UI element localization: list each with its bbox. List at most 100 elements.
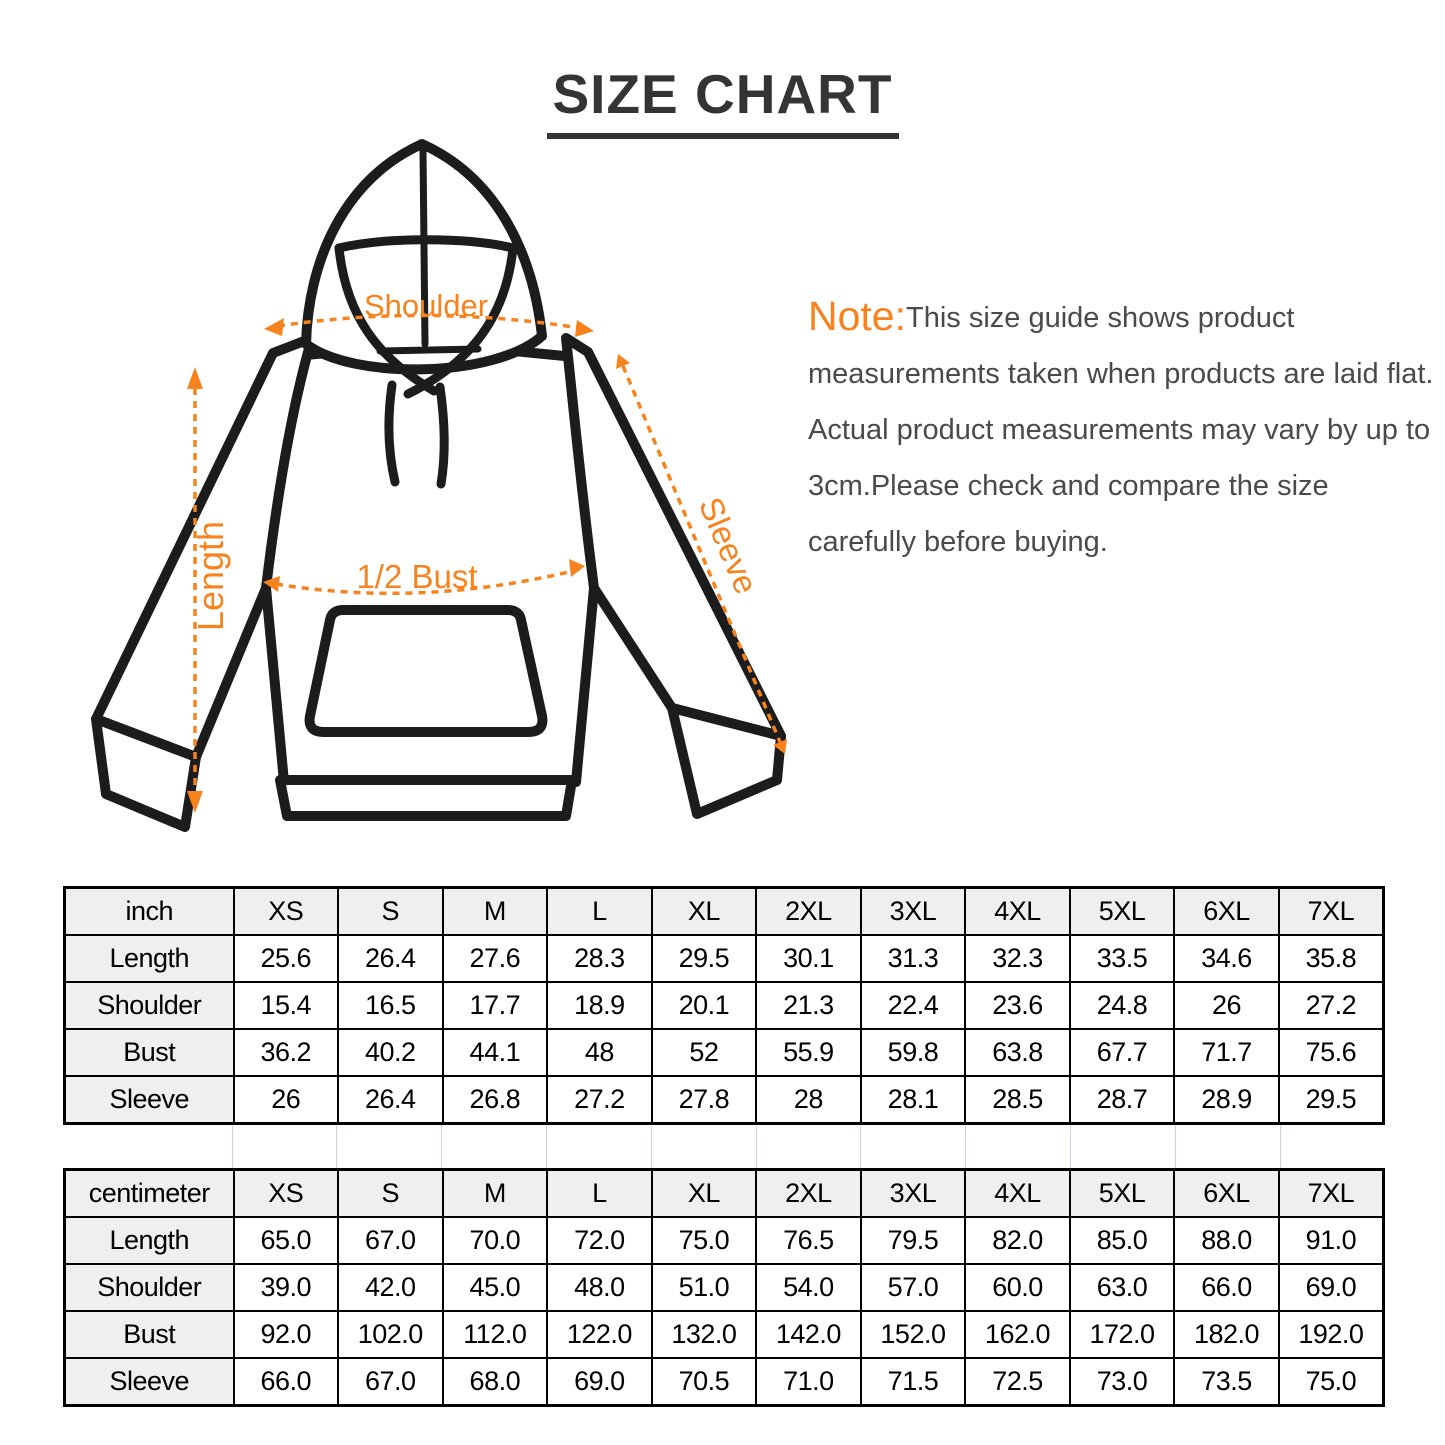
gap-cell — [860, 1125, 967, 1168]
measurement-value-cell: 67.0 — [337, 1357, 444, 1407]
measurement-value-cell: 52 — [650, 1028, 758, 1077]
measurement-value-cell: 91.0 — [1277, 1216, 1385, 1265]
measurement-value-cell: 66.0 — [232, 1357, 340, 1407]
measurement-value-cell: 182.0 — [1173, 1310, 1280, 1359]
hoodie-neckline — [376, 345, 482, 355]
measurement-value-cell: 26.8 — [441, 1075, 549, 1125]
measurement-value-cell: 63.8 — [964, 1028, 1071, 1077]
page-title: SIZE CHART — [546, 62, 899, 139]
measurement-row: Shoulder 15.4 16.5 17.7 18.9 20.1 21.3 22.4 23.6… — [63, 981, 1385, 1030]
measurement-value-cell: 26 — [1173, 981, 1280, 1030]
size-column-header: L — [546, 886, 653, 936]
bust-measure-label: 1/2 Bust — [356, 558, 477, 595]
measurement-row: Shoulder 39.0 42.0 45.0 48.0 51.0 54.0 57.0 60.0… — [63, 1263, 1385, 1312]
size-column-header: XS — [232, 1168, 340, 1218]
measurement-value-cell: 71.0 — [755, 1357, 862, 1407]
measurement-value-cell: 70.0 — [441, 1216, 549, 1265]
measurement-value-cell: 67.7 — [1068, 1028, 1176, 1077]
measurement-value-cell: 21.3 — [755, 981, 862, 1030]
measurement-value-cell: 34.6 — [1173, 934, 1280, 983]
measurement-row: Bust 92.0 102.0 112.0 122.0 132.0 142.0 152.0 16… — [63, 1310, 1385, 1359]
hood-inner-left-edge — [334, 243, 439, 396]
measurement-value-cell: 51.0 — [650, 1263, 758, 1312]
measurement-value-cell: 55.9 — [755, 1028, 862, 1077]
measurement-value-cell: 40.2 — [337, 1028, 444, 1077]
measurement-value-cell: 76.5 — [755, 1216, 862, 1265]
measurement-value-cell: 45.0 — [441, 1263, 549, 1312]
size-column-header: M — [441, 1168, 549, 1218]
size-column-header: 4XL — [964, 1168, 1071, 1218]
measurement-value-cell: 23.6 — [964, 981, 1071, 1030]
size-column-header: 6XL — [1173, 1168, 1280, 1218]
measurement-value-cell: 22.4 — [859, 981, 967, 1030]
unit-label-cell: centimeter — [63, 1168, 235, 1218]
measurement-value-cell: 82.0 — [964, 1216, 1071, 1265]
measurement-value-cell: 63.0 — [1068, 1263, 1176, 1312]
measurement-value-cell: 162.0 — [964, 1310, 1071, 1359]
measurement-value-cell: 25.6 — [232, 934, 340, 983]
bust-arrowhead-right — [569, 559, 585, 577]
measurement-value-cell: 152.0 — [859, 1310, 967, 1359]
size-column-header: XL — [650, 886, 758, 936]
measurement-value-cell: 85.0 — [1068, 1216, 1176, 1265]
measurement-value-cell: 28.5 — [964, 1075, 1071, 1125]
measurement-value-cell: 27.8 — [650, 1075, 758, 1125]
measurement-value-cell: 32.3 — [964, 934, 1071, 983]
measurement-row-label: Shoulder — [63, 981, 235, 1030]
size-column-header: XL — [650, 1168, 758, 1218]
measurement-value-cell: 27.6 — [441, 934, 549, 983]
measurement-row: Bust 36.2 40.2 44.1 48 52 55.9 59.8 63.8 67.7 71.7… — [63, 1028, 1385, 1077]
measurement-value-cell: 15.4 — [232, 981, 340, 1030]
measurement-value-cell: 31.3 — [859, 934, 967, 983]
gap-cell — [1280, 1125, 1385, 1168]
measurement-value-cell: 122.0 — [546, 1310, 653, 1359]
measurement-value-cell: 60.0 — [964, 1263, 1071, 1312]
measurement-value-cell: 44.1 — [441, 1028, 549, 1077]
measurement-value-cell: 42.0 — [337, 1263, 444, 1312]
measurement-value-cell: 142.0 — [755, 1310, 862, 1359]
measurement-value-cell: 28.9 — [1173, 1075, 1280, 1125]
measurement-value-cell: 73.5 — [1173, 1357, 1280, 1407]
size-table-inch: inch XS S M L XL 2XL 3XL 4XL 5XL 6XL 7XL Length 25.6 2… — [63, 886, 1385, 1125]
measurement-row-label: Bust — [63, 1028, 235, 1077]
right-drawstring — [435, 382, 449, 489]
size-column-header: S — [337, 1168, 444, 1218]
left-drawstring — [384, 380, 400, 487]
measurement-value-cell: 24.8 — [1068, 981, 1176, 1030]
measurement-row-label: Sleeve — [63, 1075, 235, 1125]
measurement-row: Length 25.6 26.4 27.6 28.3 29.5 30.1 31.3 32.3 33… — [63, 934, 1385, 983]
gap-cell — [1175, 1125, 1281, 1168]
measurement-value-cell: 26.4 — [337, 1075, 444, 1125]
measurement-value-cell: 75.6 — [1277, 1028, 1385, 1077]
measurement-value-cell: 71.5 — [859, 1357, 967, 1407]
measurement-value-cell: 65.0 — [232, 1216, 340, 1265]
measurement-value-cell: 102.0 — [337, 1310, 444, 1359]
measurement-value-cell: 69.0 — [1277, 1263, 1385, 1312]
measurement-value-cell: 29.5 — [650, 934, 758, 983]
bust-measure-line — [275, 568, 578, 596]
measurement-row-label: Sleeve — [63, 1357, 235, 1407]
measurement-value-cell: 28 — [755, 1075, 862, 1125]
measurement-value-cell: 79.5 — [859, 1216, 967, 1265]
measurement-value-cell: 75.0 — [650, 1216, 758, 1265]
size-column-header: 3XL — [859, 1168, 967, 1218]
measurement-value-cell: 59.8 — [859, 1028, 967, 1077]
gap-cell — [63, 1125, 233, 1168]
measurement-value-cell: 28.7 — [1068, 1075, 1176, 1125]
measurement-value-cell: 132.0 — [650, 1310, 758, 1359]
measurement-value-cell: 33.5 — [1068, 934, 1176, 983]
measurement-value-cell: 39.0 — [232, 1263, 340, 1312]
gap-cell — [232, 1125, 338, 1168]
gap-cell — [965, 1125, 1071, 1168]
measurement-value-cell: 35.8 — [1277, 934, 1385, 983]
size-header-row: centimeter XS S M L XL 2XL 3XL 4XL 5XL 6XL 7XL — [63, 1168, 1385, 1218]
measurement-value-cell: 18.9 — [546, 981, 653, 1030]
measurement-row: Sleeve 26 26.4 26.8 27.2 27.8 28 28.1 28.5 28.7 28… — [63, 1075, 1385, 1125]
sleeve-arrowhead-bottom — [773, 739, 787, 754]
measurement-value-cell: 54.0 — [755, 1263, 862, 1312]
note-label: Note: — [808, 293, 906, 339]
gap-cell — [546, 1125, 652, 1168]
measurement-value-cell: 26 — [232, 1075, 340, 1125]
hood-inner-right-edge — [403, 243, 518, 399]
